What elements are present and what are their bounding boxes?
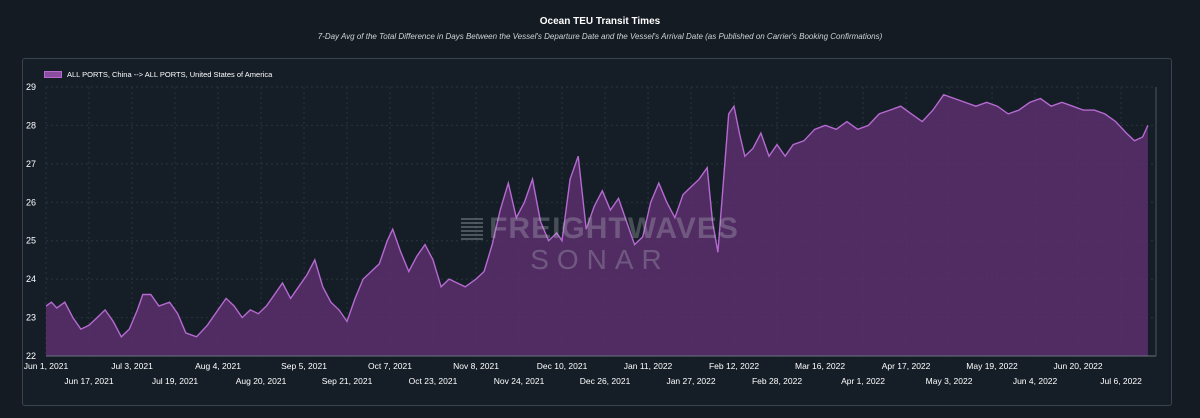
x-tick-label: Jun 17, 2021: [64, 376, 113, 386]
y-tick-label: 23: [26, 313, 36, 323]
y-tick-label: 27: [26, 159, 36, 169]
y-tick-label: 26: [26, 197, 36, 207]
x-tick-label: Jun 1, 2021: [24, 361, 69, 371]
x-tick-label: Nov 8, 2021: [453, 361, 499, 371]
x-tick-label: Apr 1, 2022: [841, 376, 885, 386]
x-tick-label: Oct 7, 2021: [368, 361, 412, 371]
x-tick-label: May 19, 2022: [966, 361, 1018, 371]
y-tick-label: 29: [26, 82, 36, 92]
series-line: [45, 93, 1149, 338]
x-tick-label: Aug 20, 2021: [236, 376, 287, 386]
x-tick-label: May 3, 2022: [926, 376, 973, 386]
series-area: [46, 94, 1148, 356]
x-tick-label: Jun 4, 2022: [1013, 376, 1058, 386]
x-tick-label: Sep 21, 2021: [322, 376, 373, 386]
x-tick-label: Jan 27, 2022: [666, 376, 715, 386]
y-tick-label: 24: [26, 274, 36, 284]
x-tick-label: Dec 26, 2021: [580, 376, 631, 386]
x-tick-label: Sep 5, 2021: [281, 361, 327, 371]
x-tick-label: Nov 24, 2021: [494, 376, 545, 386]
x-tick-label: Jun 20, 2022: [1053, 361, 1102, 371]
x-tick-label: Jan 11, 2022: [624, 361, 673, 371]
x-tick-label: Jul 3, 2021: [111, 361, 153, 371]
x-tick-label: Jul 19, 2021: [152, 376, 199, 386]
x-tick-label: Dec 10, 2021: [537, 361, 588, 371]
y-tick-label: 22: [26, 351, 36, 361]
legend[interactable]: ALL PORTS, China --> ALL PORTS, United S…: [44, 68, 272, 80]
x-tick-label: Feb 28, 2022: [752, 376, 802, 386]
y-tick-label: 28: [26, 120, 36, 130]
x-tick-label: Aug 4, 2021: [195, 361, 241, 371]
x-tick-label: Mar 16, 2022: [795, 361, 845, 371]
x-tick-label: Oct 23, 2021: [409, 376, 458, 386]
x-tick-label: Feb 12, 2022: [709, 361, 759, 371]
x-tick-label: Jul 6, 2022: [1100, 376, 1142, 386]
y-tick-label: 25: [26, 236, 36, 246]
legend-label: ALL PORTS, China --> ALL PORTS, United S…: [67, 69, 273, 79]
chart-subtitle: 7-Day Avg of the Total Difference in Day…: [317, 32, 883, 41]
x-tick-label: Apr 17, 2022: [882, 361, 931, 371]
legend-swatch: [44, 70, 62, 78]
chart-title: Ocean TEU Transit Times: [539, 16, 661, 27]
